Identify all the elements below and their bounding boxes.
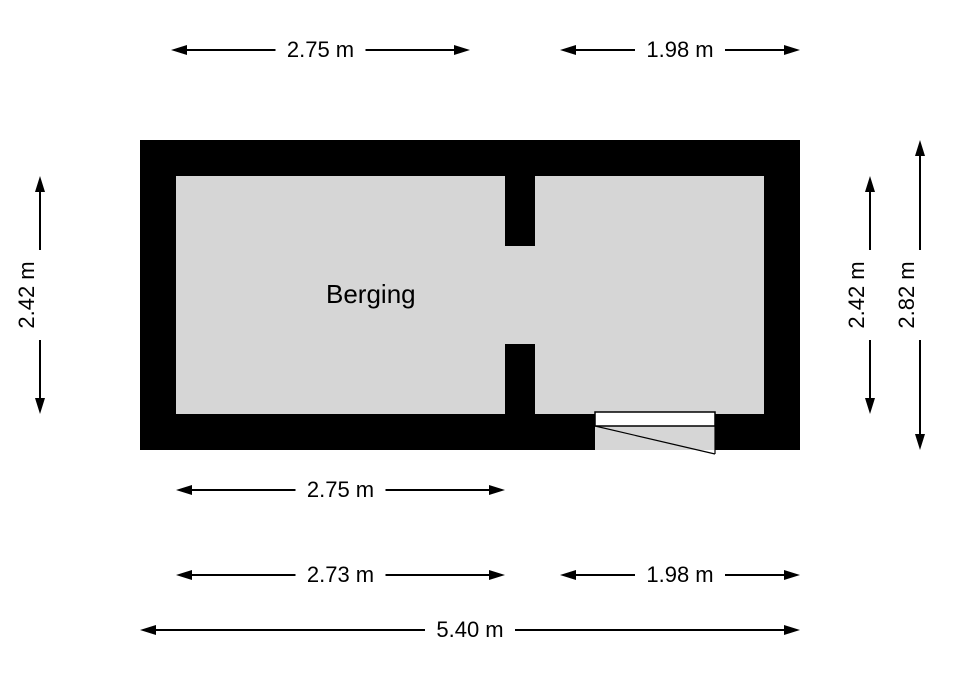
floor	[176, 176, 764, 414]
dim-left-label: 2.42 m	[14, 261, 39, 328]
partition-wall-top	[505, 176, 535, 246]
arrowhead-icon	[176, 570, 192, 580]
arrowhead-icon	[489, 570, 505, 580]
arrowhead-icon	[784, 45, 800, 55]
arrowhead-icon	[560, 570, 576, 580]
arrowhead-icon	[35, 176, 45, 192]
arrowhead-icon	[560, 45, 576, 55]
dim-mid-left-label: 2.73 m	[307, 562, 374, 587]
dim-mid-right: 1.98 m	[576, 562, 784, 587]
dim-top-left-label: 2.75 m	[287, 37, 354, 62]
dim-right-outer-label: 2.82 m	[894, 261, 919, 328]
arrowhead-icon	[915, 140, 925, 156]
arrowhead-icon	[171, 45, 187, 55]
arrowhead-icon	[865, 398, 875, 414]
dim-right-inner: 2.42 m	[844, 192, 870, 398]
arrowhead-icon	[915, 434, 925, 450]
dim-right-inner-label: 2.42 m	[844, 261, 869, 328]
arrowhead-icon	[784, 570, 800, 580]
dim-left: 2.42 m	[14, 192, 40, 398]
arrowhead-icon	[784, 625, 800, 635]
dim-bottom: 5.40 m	[156, 617, 784, 642]
arrowhead-icon	[489, 485, 505, 495]
dim-top-right-label: 1.98 m	[646, 37, 713, 62]
dim-mid-right-label: 1.98 m	[646, 562, 713, 587]
dim-bottom-label: 5.40 m	[436, 617, 503, 642]
dim-top-right: 1.98 m	[576, 37, 784, 62]
arrowhead-icon	[35, 398, 45, 414]
dim-right-outer: 2.82 m	[894, 156, 920, 434]
room-label: Berging	[326, 279, 416, 309]
arrowhead-icon	[865, 176, 875, 192]
partition-wall-bottom	[505, 344, 535, 414]
dim-mid-left: 2.73 m	[192, 562, 489, 587]
arrowhead-icon	[176, 485, 192, 495]
dim-top-left: 2.75 m	[187, 37, 454, 62]
arrowhead-icon	[454, 45, 470, 55]
arrowhead-icon	[140, 625, 156, 635]
dim-below-left: 2.75 m	[192, 477, 489, 502]
floor-plan-canvas: Berging 2.75 m 1.98 m 2.75 m 2.73 m 1.98 m 5.4…	[0, 0, 960, 679]
door-frame	[595, 412, 715, 426]
dim-below-left-label: 2.75 m	[307, 477, 374, 502]
